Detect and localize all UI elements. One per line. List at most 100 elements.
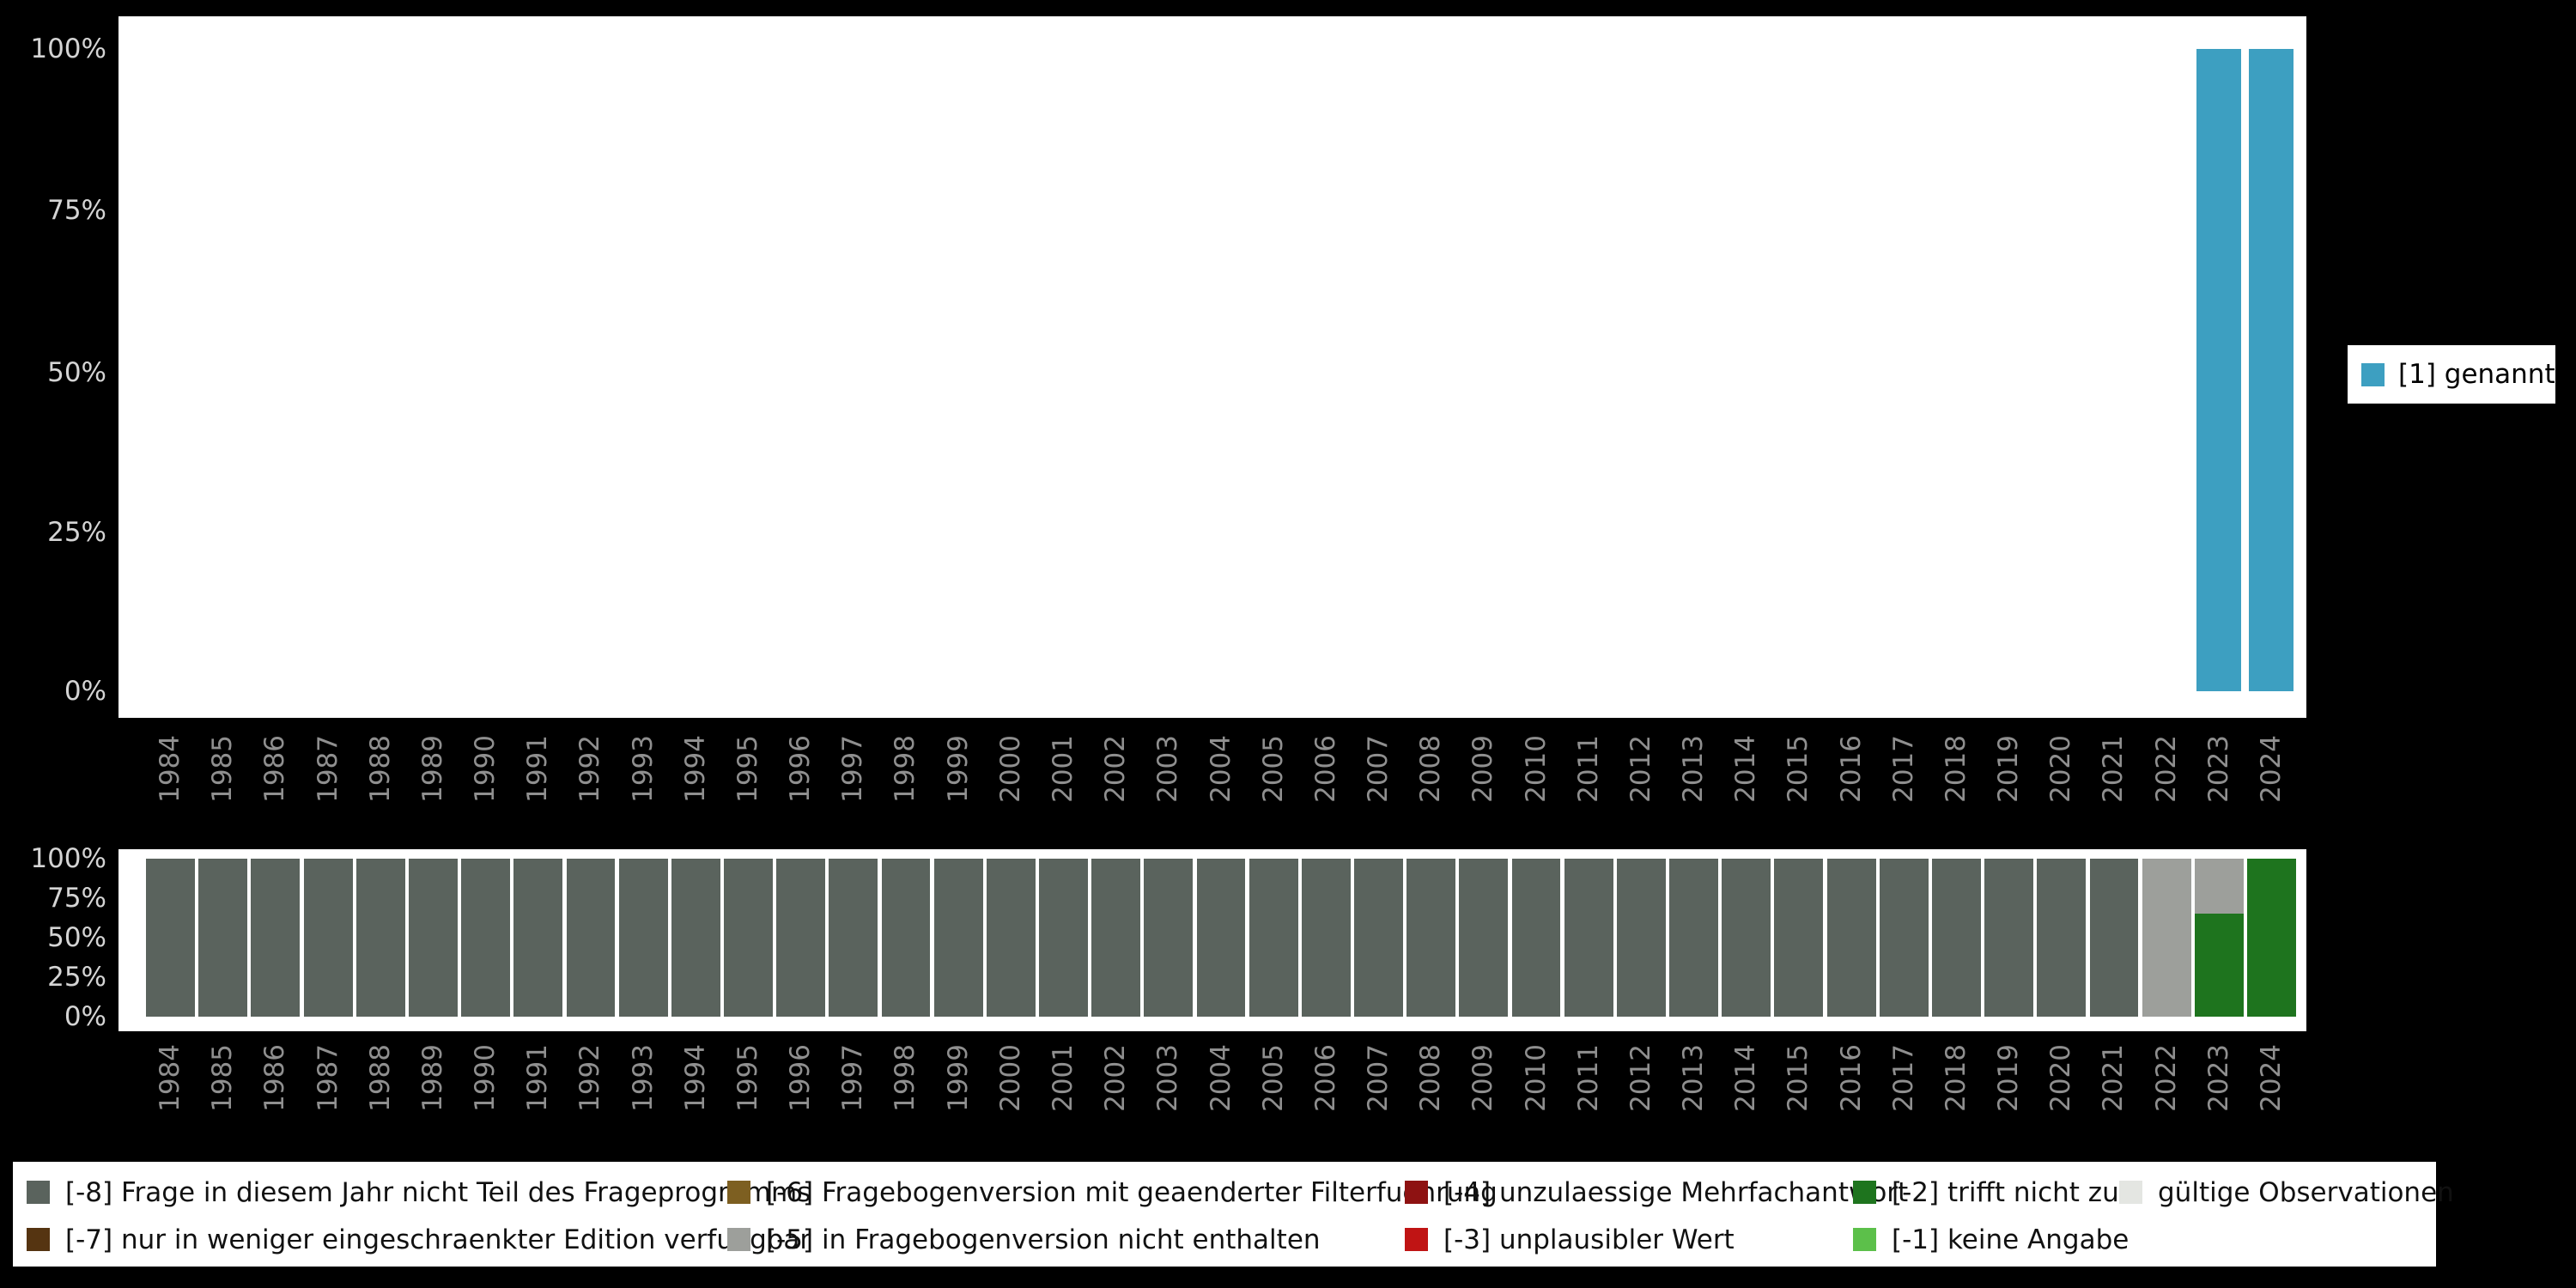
bar-stack — [1301, 859, 1351, 1017]
x-tick: 1985 — [197, 735, 249, 845]
bar-slot-1999 — [933, 49, 985, 691]
x-tick-label: 1998 — [890, 735, 921, 803]
bar-slot-1993 — [617, 49, 670, 691]
bar-slot-2000 — [985, 859, 1037, 1017]
bar-slot-1986 — [249, 49, 301, 691]
bar-segment-minus-8 — [2089, 859, 2139, 1017]
x-tick: 2006 — [1300, 1044, 1352, 1154]
x-tick-label: 2011 — [1572, 1044, 1604, 1112]
x-tick-label: 2005 — [1257, 1044, 1289, 1112]
bar-slot-2017 — [1878, 49, 1930, 691]
x-tick: 2011 — [1563, 1044, 1615, 1154]
x-tick-label: 2001 — [1048, 735, 1078, 803]
bar-stack — [1354, 859, 1403, 1017]
bar-slot-2019 — [1983, 49, 2035, 691]
bar-slot-1988 — [355, 859, 407, 1017]
bar-slot-1989 — [407, 49, 459, 691]
bar-slot-2007 — [1352, 859, 1405, 1017]
x-tick: 1988 — [355, 1044, 407, 1154]
x-tick: 2011 — [1563, 735, 1615, 845]
bar-segment-minus-8 — [1091, 859, 1141, 1017]
bar-slot-1995 — [722, 49, 775, 691]
x-tick-label: 1992 — [574, 1044, 606, 1112]
bar-segment-minus-5 — [2194, 859, 2244, 914]
x-tick-label: 2008 — [1415, 1044, 1447, 1112]
y-tick-label: 0% — [64, 1001, 106, 1032]
x-tick-label: 1990 — [470, 735, 501, 803]
x-tick: 2022 — [2141, 1044, 2193, 1154]
x-tick: 1996 — [775, 735, 827, 845]
bar-slot-2008 — [1405, 859, 1457, 1017]
x-tick: 1984 — [144, 1044, 197, 1154]
y-tick-label: 25% — [47, 517, 106, 548]
bar-stack — [1774, 859, 1824, 1017]
bar-slot-2006 — [1300, 49, 1352, 691]
bar-slot-2003 — [1142, 859, 1194, 1017]
x-tick-label: 1985 — [207, 1044, 239, 1112]
bar-segment-minus-8 — [671, 859, 720, 1017]
bar-segment-minus-8 — [1511, 859, 1561, 1017]
x-tick-label: 2017 — [1887, 1044, 1919, 1112]
x-tick: 1997 — [827, 1044, 879, 1154]
x-tick: 2002 — [1090, 735, 1142, 845]
x-tick-label: 2022 — [2150, 735, 2182, 803]
bar-stack — [1669, 859, 1718, 1017]
bar-stack — [566, 859, 616, 1017]
x-tick-label: 1994 — [679, 1044, 711, 1112]
x-tick-label: 2004 — [1205, 735, 1236, 803]
x-tick-label: 2001 — [1048, 1044, 1078, 1112]
bar-segment-minus-8 — [618, 859, 668, 1017]
x-tick-label: 1990 — [470, 1044, 501, 1112]
y-tick-label: 50% — [47, 357, 106, 388]
x-tick-label: 1988 — [364, 735, 396, 803]
x-tick-label: 2010 — [1520, 1044, 1552, 1112]
bar-slot-2005 — [1248, 49, 1300, 691]
bar-stack — [1459, 859, 1509, 1017]
legend-item-minus-4: [-4] unzulaessige Mehrfachantwort — [1405, 1177, 1908, 1208]
bar-slot-1985 — [197, 859, 249, 1017]
bar-stack — [726, 49, 770, 691]
x-tick-label: 1995 — [732, 1044, 763, 1112]
bar-stack — [461, 859, 511, 1017]
bar-slot-1992 — [564, 859, 617, 1017]
bar-slot-1991 — [512, 859, 564, 1017]
x-tick: 1998 — [879, 1044, 932, 1154]
x-tick-label: 2000 — [994, 1044, 1026, 1112]
bar-stack — [2249, 49, 2294, 691]
x-tick: 2017 — [1878, 735, 1930, 845]
x-tick: 2022 — [2141, 735, 2193, 845]
bar-slot-1996 — [775, 49, 827, 691]
y-tick-label: 0% — [64, 676, 106, 707]
bar-stack — [986, 859, 1036, 1017]
bar-segment-minus-8 — [1931, 859, 1981, 1017]
x-tick: 1993 — [617, 1044, 670, 1154]
top-x-axis: 1984 1985 1986 1987 1988 1989 1990 1991 1992 1993… — [118, 735, 2306, 845]
bar-stack — [1777, 49, 1821, 691]
bar-stack — [149, 49, 193, 691]
x-tick: 1984 — [144, 735, 197, 845]
bar-slot-2011 — [1563, 49, 1615, 691]
legend-item-minus-5: [-5] in Fragebogenversion nicht enthalte… — [727, 1224, 1405, 1255]
bar-slot-2004 — [1194, 859, 1247, 1017]
bar-segment-minus-8 — [776, 859, 826, 1017]
x-tick-label: 1999 — [942, 1044, 974, 1112]
bar-slot-2009 — [1457, 859, 1510, 1017]
x-tick-label: 2009 — [1467, 1044, 1499, 1112]
legend-swatch-genannt — [2361, 362, 2385, 386]
bar-stack — [516, 49, 561, 691]
bar-segment-minus-8 — [1826, 859, 1876, 1017]
bar-stack — [1616, 859, 1666, 1017]
bar-segment-minus-8 — [1722, 859, 1771, 1017]
bar-stack — [1196, 859, 1246, 1017]
x-tick-label: 2014 — [1730, 1044, 1762, 1112]
x-tick: 1988 — [355, 735, 407, 845]
bar-slot-2024 — [2245, 49, 2298, 691]
x-tick-label: 1993 — [627, 1044, 659, 1112]
x-tick-label: 2018 — [1940, 1044, 1971, 1112]
x-tick: 2002 — [1090, 1044, 1142, 1154]
bar-segment-minus-5 — [2142, 859, 2191, 1017]
bar-slot-2002 — [1090, 859, 1142, 1017]
bar-stack — [1672, 49, 1716, 691]
bar-segment-genannt — [2249, 49, 2294, 691]
